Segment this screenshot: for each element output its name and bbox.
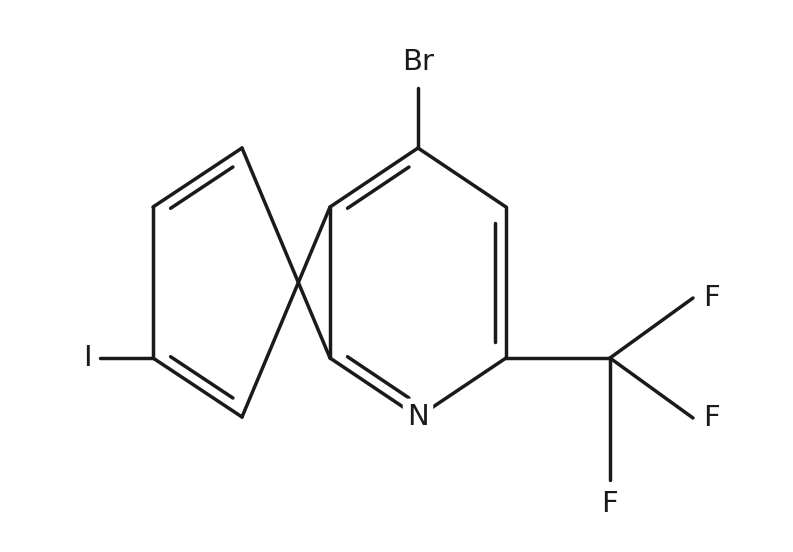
Text: F: F: [602, 490, 619, 518]
Text: Br: Br: [402, 48, 434, 76]
Text: I: I: [83, 344, 92, 372]
Text: F: F: [703, 284, 720, 312]
Text: N: N: [407, 403, 429, 431]
Text: F: F: [703, 404, 720, 432]
